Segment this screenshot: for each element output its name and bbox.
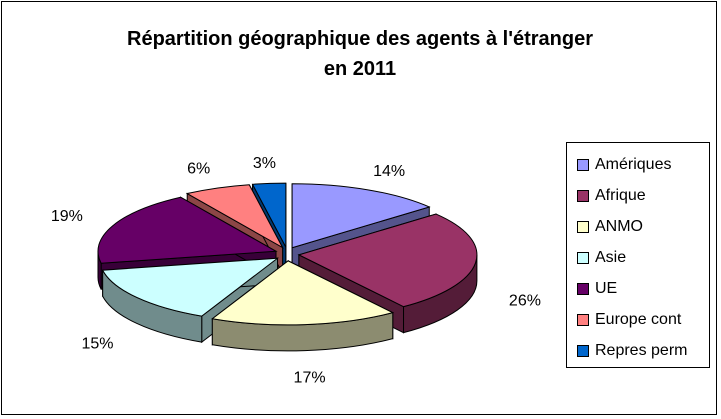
legend-swatch-afrique <box>577 189 589 202</box>
legend-label-europe-cont: Europe cont <box>595 310 682 328</box>
data-label-ameriques: 14% <box>373 163 405 180</box>
slice-ameriques <box>291 183 431 249</box>
legend-swatch-europe-cont <box>577 313 589 326</box>
data-label-afrique: 26% <box>509 292 541 309</box>
legend-label-anmo: ANMO <box>595 217 643 235</box>
legend-label-ue: UE <box>595 279 618 297</box>
chart-title-line-2: en 2011 <box>323 58 397 80</box>
legend-item-afrique: Afrique <box>577 180 709 211</box>
legend-swatch-ameriques <box>577 158 589 171</box>
data-label-ue: 19% <box>51 208 83 225</box>
slice-ue <box>97 196 278 264</box>
legend-label-afrique: Afrique <box>595 186 646 204</box>
legend-label-repres-perm: Repres perm <box>595 341 688 359</box>
data-label-anmo: 17% <box>294 370 326 387</box>
chart-legend: Amériques Afrique ANMO Asie UE Europe co… <box>566 142 710 368</box>
legend-swatch-anmo <box>577 220 589 233</box>
data-label-repres-perm: 3% <box>253 155 276 172</box>
legend-item-anmo: ANMO <box>577 211 709 242</box>
slice-europe-cont <box>185 184 284 249</box>
chart-title: Répartition géographique des agents à l'… <box>2 24 718 84</box>
slice-asie <box>101 257 280 317</box>
data-label-europe-cont: 6% <box>187 161 210 178</box>
legend-label-ameriques: Amériques <box>595 155 672 173</box>
legend-swatch-ue <box>577 282 589 295</box>
slice-anmo <box>211 260 395 326</box>
slice-repres-perm <box>251 182 287 248</box>
legend-label-asie: Asie <box>595 248 627 266</box>
legend-item-europe-cont: Europe cont <box>577 304 709 335</box>
data-label-asie: 15% <box>81 336 113 353</box>
legend-item-repres-perm: Repres perm <box>577 335 709 366</box>
legend-swatch-repres-perm <box>577 344 589 357</box>
chart-title-line-1: Répartition géographique des agents à l'… <box>127 28 593 50</box>
legend-item-ue: UE <box>577 273 709 304</box>
slice-afrique <box>297 213 478 308</box>
legend-item-ameriques: Amériques <box>577 149 709 180</box>
legend-item-asie: Asie <box>577 242 709 273</box>
legend-swatch-asie <box>577 251 589 264</box>
